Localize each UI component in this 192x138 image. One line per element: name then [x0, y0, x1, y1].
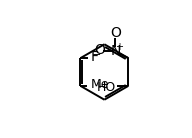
Text: F: F — [91, 50, 98, 64]
Text: O: O — [110, 26, 121, 40]
Text: O: O — [94, 43, 105, 57]
Text: Me: Me — [91, 78, 109, 91]
Text: HO: HO — [97, 81, 116, 94]
Text: −: − — [92, 50, 101, 60]
Text: N: N — [110, 44, 121, 58]
Text: +: + — [115, 42, 123, 52]
